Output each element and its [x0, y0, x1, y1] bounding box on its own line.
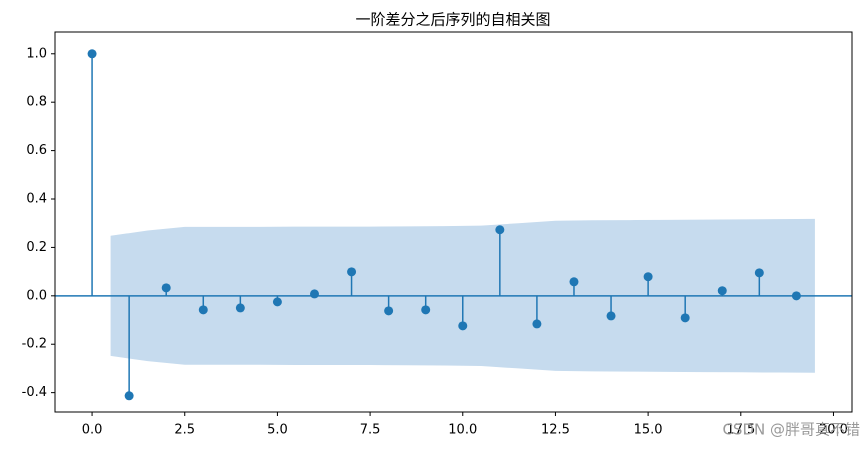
y-tick-label: -0.2 — [22, 337, 47, 352]
marker — [309, 289, 319, 299]
marker — [532, 319, 542, 329]
marker — [384, 306, 394, 316]
marker — [643, 272, 653, 282]
y-tick-label: 0.8 — [26, 95, 47, 110]
y-tick-label: 0.6 — [26, 143, 47, 158]
marker — [680, 313, 690, 323]
chart-title: 一阶差分之后序列的自相关图 — [355, 11, 550, 29]
x-tick-label: 10.0 — [448, 423, 477, 438]
marker — [272, 297, 282, 307]
marker — [421, 305, 431, 315]
marker — [791, 291, 801, 301]
marker — [495, 225, 505, 235]
x-tick-label: 12.5 — [541, 423, 570, 438]
marker — [606, 311, 616, 321]
x-tick-label: 15.0 — [634, 423, 663, 438]
y-tick-label: 0.0 — [26, 288, 47, 303]
axes-frame — [54, 31, 853, 413]
x-tick-label: 17.5 — [726, 423, 755, 438]
marker — [347, 267, 357, 277]
marker — [124, 391, 134, 401]
y-tick-label: 0.4 — [26, 192, 47, 207]
y-tick-label: 1.0 — [26, 46, 47, 61]
watermark: CSDN @胖哥真不错 — [722, 421, 860, 439]
y-tick-label: -0.4 — [22, 385, 47, 400]
x-tick-label: 0.0 — [82, 423, 103, 438]
y-tick-label: 0.2 — [26, 240, 47, 255]
marker — [198, 305, 208, 315]
marker — [717, 286, 727, 296]
marker — [754, 268, 764, 278]
marker — [235, 303, 245, 313]
x-tick-label: 5.0 — [267, 423, 288, 438]
x-tick-label: 20.0 — [819, 423, 848, 438]
marker — [458, 321, 468, 331]
marker — [569, 277, 579, 287]
x-tick-label: 7.5 — [360, 423, 381, 438]
x-tick-label: 2.5 — [174, 423, 195, 438]
marker — [87, 49, 97, 59]
marker — [161, 283, 171, 293]
